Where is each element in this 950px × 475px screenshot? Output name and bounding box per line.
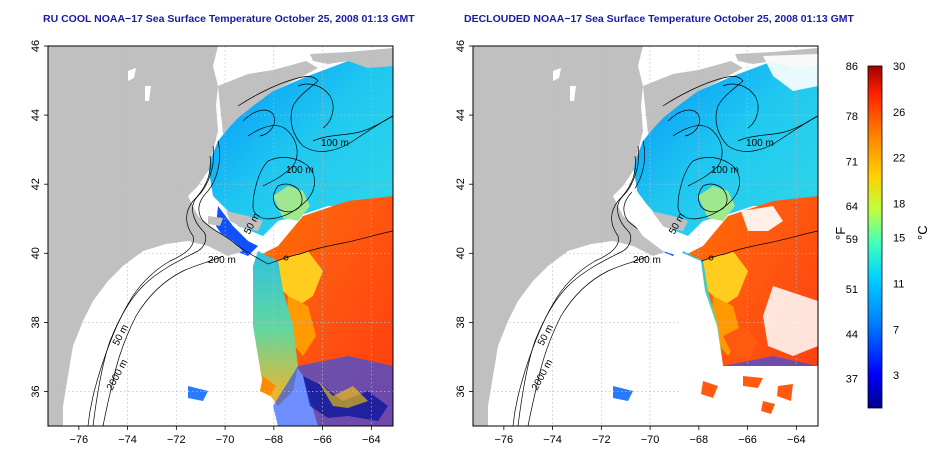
map-frame <box>47 45 394 427</box>
x-tick-label: −64 <box>787 434 806 446</box>
x-tick-label: −74 <box>543 434 562 446</box>
y-tick-label: 44 <box>30 109 42 121</box>
colorbar-gradient <box>867 65 883 409</box>
fahrenheit-tick-label: 51 <box>846 284 858 296</box>
y-tick-label: 38 <box>455 316 467 328</box>
map-panel-raw <box>47 45 394 427</box>
y-tick-label: 40 <box>30 247 42 259</box>
celsius-tick-label: 22 <box>893 153 905 165</box>
warm-patches <box>701 326 793 414</box>
map-title-raw: RU COOL NOAA−17 Sea Surface Temperature … <box>43 13 415 25</box>
celsius-tick-label: 26 <box>893 107 905 119</box>
y-tick-label: 40 <box>455 247 467 259</box>
celsius-tick-label: 11 <box>893 279 904 291</box>
y-tick-label: 42 <box>455 178 467 190</box>
fahrenheit-tick-label: 86 <box>846 61 858 73</box>
y-tick-label: 46 <box>30 40 42 52</box>
x-tick-label: −74 <box>118 434 137 446</box>
x-tick-label: −70 <box>216 434 235 446</box>
x-tick-label: −72 <box>167 434 186 446</box>
map-title-declouded: DECLOUDED NOAA−17 Sea Surface Temperatur… <box>464 13 854 25</box>
x-tick-label: −72 <box>592 434 611 446</box>
celsius-tick-label: 3 <box>893 370 899 382</box>
fahrenheit-tick-label: 71 <box>846 156 858 168</box>
celsius-tick-label: 7 <box>893 324 899 336</box>
fahrenheit-tick-label: 44 <box>846 329 858 341</box>
celsius-tick-label: 18 <box>893 198 905 210</box>
fahrenheit-tick-label: 78 <box>846 111 858 123</box>
x-tick-label: −70 <box>641 434 660 446</box>
map-frame <box>472 45 819 427</box>
x-tick-label: −76 <box>70 434 89 446</box>
celsius-label: °C <box>915 225 930 240</box>
celsius-tick-label: 15 <box>893 233 905 245</box>
map-panel-declouded <box>472 45 819 427</box>
fahrenheit-label: °F <box>833 227 848 240</box>
axes-declouded: −76 −74 −72 −70 −68 −66 −64 46 44 42 40 38 36 <box>455 40 806 446</box>
y-tick-label: 42 <box>30 178 42 190</box>
x-tick-label: −64 <box>362 434 381 446</box>
celsius-tick-label: 30 <box>893 61 905 73</box>
x-tick-label: −68 <box>265 434 284 446</box>
x-tick-label: −76 <box>495 434 514 446</box>
x-tick-label: −68 <box>690 434 709 446</box>
y-tick-label: 36 <box>30 385 42 397</box>
y-tick-label: 46 <box>455 40 467 52</box>
colorbar: 86 78 71 64 59 51 44 37 30 26 22 18 15 11 7 3 °F °C <box>833 61 930 409</box>
x-tick-label: −66 <box>738 434 757 446</box>
y-tick-label: 36 <box>455 385 467 397</box>
y-tick-label: 38 <box>30 316 42 328</box>
fahrenheit-tick-label: 37 <box>846 374 858 386</box>
x-tick-label: −66 <box>313 434 332 446</box>
fahrenheit-tick-label: 64 <box>846 201 858 213</box>
cloud-mask <box>628 54 818 426</box>
y-tick-label: 44 <box>455 109 467 121</box>
axes-raw: −76 −74 −72 −70 −68 −66 −64 46 44 42 40 38 36 <box>30 40 381 446</box>
fahrenheit-tick-label: 59 <box>846 234 858 246</box>
